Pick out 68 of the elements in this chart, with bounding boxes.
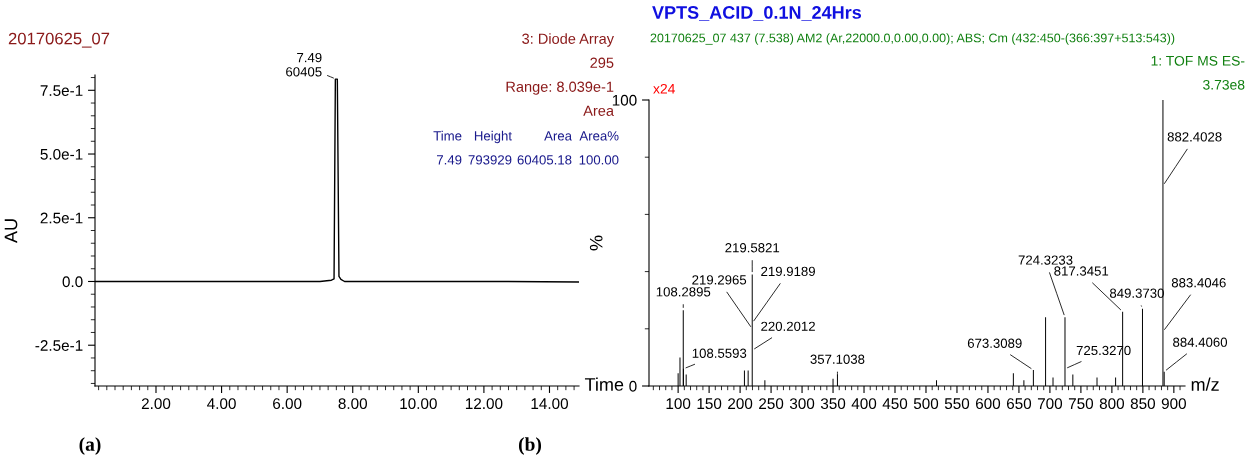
annotation: 108.2895 <box>656 287 711 297</box>
text: (a) <box>79 437 101 455</box>
y-tick-label: 7.5e-1 <box>40 85 83 96</box>
x-tick-label: 150 <box>697 398 722 410</box>
text: 3.73e8 <box>1203 79 1245 90</box>
x-tick-label: 100 <box>666 398 691 410</box>
text: 100.00 <box>579 155 619 165</box>
y-tick-label: 5.0e-1 <box>40 148 83 160</box>
x-tick-label: 450 <box>882 398 908 410</box>
x-tick-label: 800 <box>1099 398 1125 410</box>
text: 295 <box>590 57 614 68</box>
x-tick-label: 600 <box>975 398 1001 410</box>
chart-subtitle: 20170625_07 437 (7.538) AM2 (Ar,22000.0,0.00,0.00); ABS; Cm (432:450-(366:397+513:543)) <box>650 33 1175 45</box>
annotation: 219.2965 <box>692 275 747 285</box>
annotation: 220.2012 <box>761 321 815 331</box>
x-tick-label: 750 <box>1068 398 1094 410</box>
x-tick-label: 400 <box>851 398 877 410</box>
annotation: 357.1038 <box>810 354 865 364</box>
annotation: 817.3451 <box>1054 266 1109 276</box>
y-tick-label: 0 <box>629 380 637 392</box>
y-tick-label: 0.0 <box>62 276 83 288</box>
x-tick-label: 900 <box>1161 398 1186 410</box>
annotation: Range: 8.039e-1 <box>506 81 614 95</box>
annotation: 673.3089 <box>967 338 1022 348</box>
x-tick-label: 6.00 <box>273 398 302 410</box>
y-tick-label: -2.5e-1 <box>35 340 83 351</box>
annotation: 724.3233 <box>1018 255 1073 265</box>
x-tick-label: 550 <box>944 398 970 410</box>
annotation: 884.4060 <box>1173 337 1228 347</box>
text: Area% <box>579 131 619 141</box>
y-axis-title: % <box>589 235 603 251</box>
x-axis-title: Time <box>584 377 624 391</box>
x-axis-title: m/z <box>1191 377 1219 391</box>
annotation: 60405.18 <box>517 155 572 165</box>
text: 3: Diode Array <box>522 33 614 47</box>
annotation: 882.4028 <box>1167 132 1222 142</box>
text: 1: TOF MS ES- <box>1151 55 1245 66</box>
x-tick-label: 350 <box>820 398 846 410</box>
annotation: Area <box>544 131 572 141</box>
y-axis-title: AU <box>4 219 18 243</box>
x-tick-label: 850 <box>1130 398 1156 410</box>
x-tick-label: 200 <box>728 398 753 410</box>
x-tick-label: 10.00 <box>400 398 437 410</box>
annotation: 219.5821 <box>725 243 780 253</box>
annotation: 793929 <box>468 155 512 165</box>
x-tick-label: 300 <box>789 398 815 410</box>
annotation: Time <box>433 130 462 141</box>
x-tick-label: 14.00 <box>531 398 569 410</box>
annotation: 7.49 60405 <box>286 52 322 77</box>
x-tick-label: 2.00 <box>141 398 171 410</box>
chart-title: VPTS_ACID_0.1N_24Hrs <box>652 6 862 21</box>
text: (b) <box>518 437 542 455</box>
y-tick-label: 2.5e-1 <box>40 212 83 224</box>
annotation: 108.5593 <box>692 348 747 358</box>
annotation: 219.9189 <box>761 266 815 277</box>
x-tick-label: 12.00 <box>465 398 503 410</box>
x-tick-label: 650 <box>1006 398 1032 410</box>
annotation: 883.4046 <box>1171 278 1226 288</box>
annotation: 7.49 <box>437 155 462 165</box>
text: Area <box>583 105 614 116</box>
x-tick-label: 8.00 <box>338 398 368 410</box>
annotation: Height <box>474 130 512 144</box>
x-tick-label: 700 <box>1037 398 1063 410</box>
x-tick-label: 500 <box>913 398 939 410</box>
chart-title: 20170625_07 <box>8 32 110 48</box>
x-tick-label: 250 <box>759 398 784 410</box>
text: x24 <box>653 83 675 94</box>
x-tick-label: 4.00 <box>207 398 236 410</box>
